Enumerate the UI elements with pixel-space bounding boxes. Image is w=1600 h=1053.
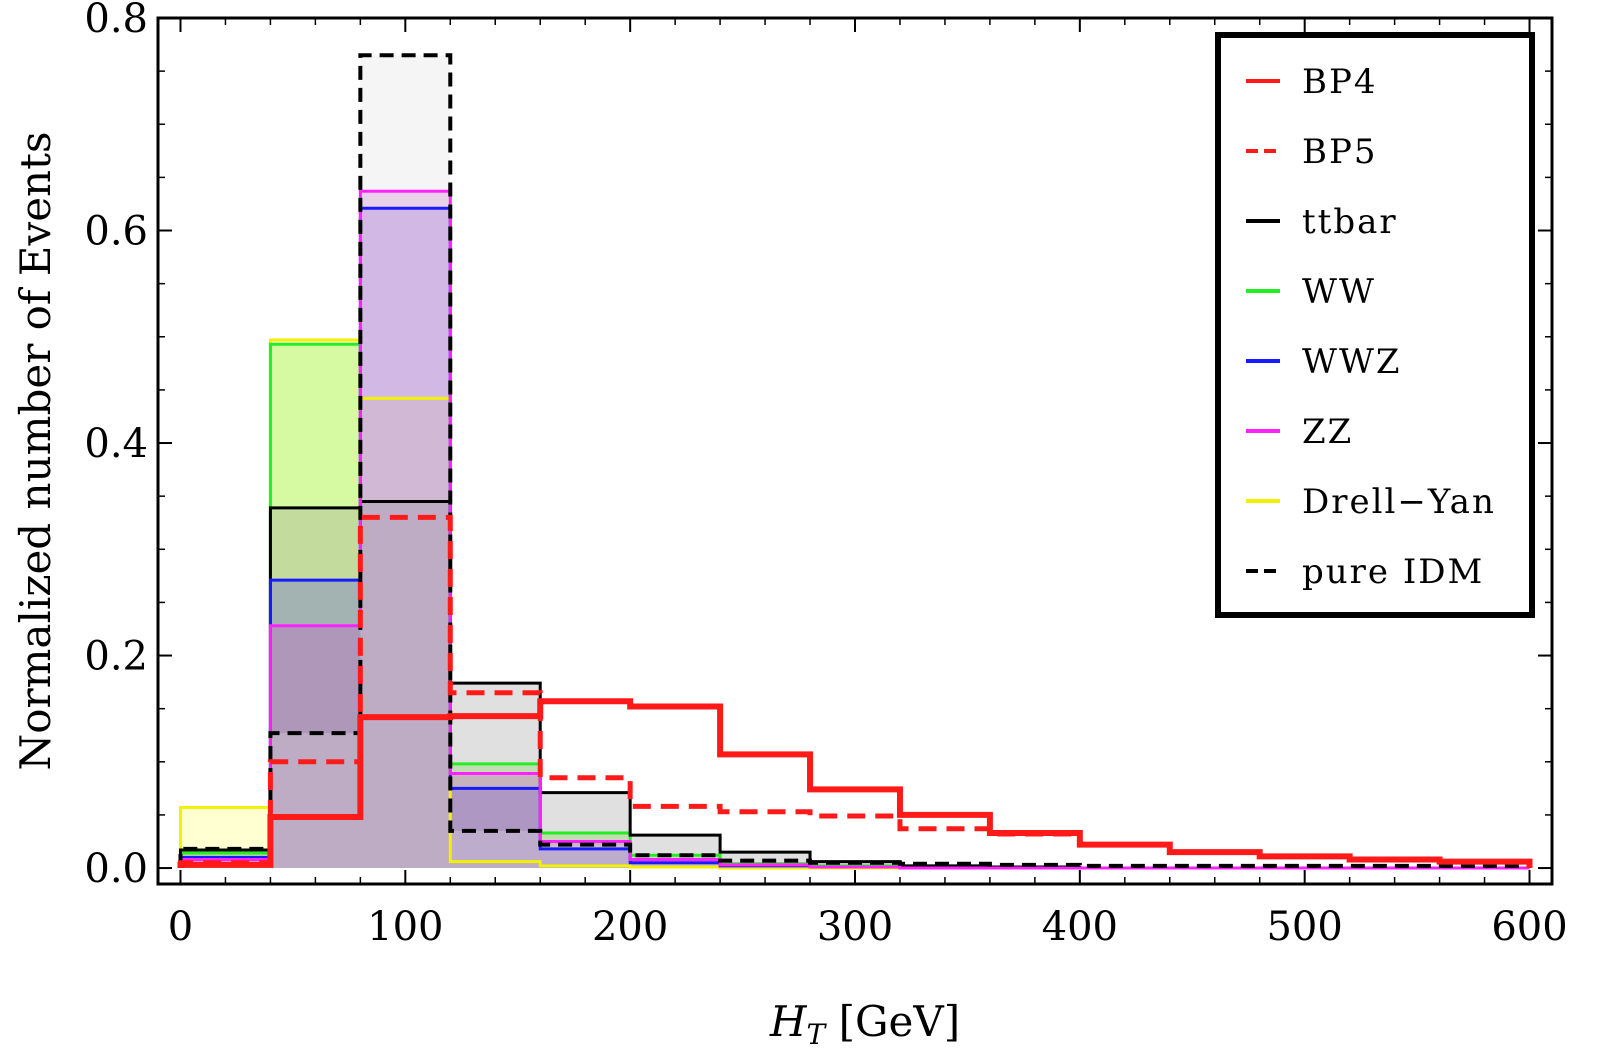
legend-label-zz: ZZ <box>1302 412 1353 452</box>
legend-label-bp5: BP5 <box>1302 132 1378 172</box>
x-tick-label: 200 <box>592 904 668 950</box>
x-axis-label-main: H <box>769 997 808 1046</box>
y-tick-label: 0.4 <box>84 421 148 467</box>
x-tick-label: 600 <box>1491 904 1567 950</box>
x-axis-ticks: 0 100 200 300 400 500 600 <box>168 18 1568 950</box>
legend-label-wwz: WWZ <box>1302 342 1402 382</box>
x-tick-label: 400 <box>1042 904 1118 950</box>
x-tick-label: 0 <box>168 904 193 950</box>
series-bp5 <box>177 514 1533 869</box>
x-tick-label: 500 <box>1266 904 1342 950</box>
legend-label-pure-idm: pure IDM <box>1302 552 1484 592</box>
y-axis-ticks: 0.0 0.2 0.4 0.6 0.8 <box>84 0 1552 892</box>
x-tick-label: 300 <box>817 904 893 950</box>
series-bp4 <box>177 698 1533 869</box>
legend-box <box>1215 32 1535 618</box>
legend: BP4 BP5 ttbar WW WWZ ZZ Drell−Yan pure IDM <box>1215 32 1535 618</box>
y-tick-label: 0.6 <box>84 209 148 255</box>
x-axis-label: HT [GeV] <box>769 997 960 1051</box>
x-tick-label: 100 <box>367 904 443 950</box>
legend-label-ww: WW <box>1302 272 1376 312</box>
legend-label-drell-yan: Drell−Yan <box>1302 482 1496 522</box>
y-tick-label: 0.0 <box>84 846 148 892</box>
legend-label-ttbar: ttbar <box>1302 202 1398 242</box>
histogram-outlines <box>177 53 1533 870</box>
x-axis-label-unit: [GeV] <box>825 997 960 1046</box>
y-tick-label: 0.8 <box>84 0 148 42</box>
y-tick-label: 0.2 <box>84 634 148 680</box>
series-pure-idm <box>178 53 1532 869</box>
fill-ttbar <box>180 501 1530 869</box>
x-axis-label-subscript: T <box>807 1018 828 1051</box>
y-axis-label: Normalized number of Events <box>11 131 60 770</box>
legend-label-bp4: BP4 <box>1302 62 1378 102</box>
